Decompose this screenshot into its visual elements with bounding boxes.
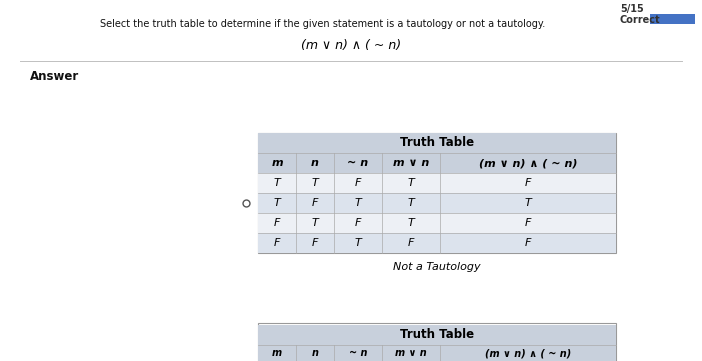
Text: T: T [312,218,319,228]
Text: T: T [524,198,531,208]
Text: m: m [272,348,282,358]
Text: Correct: Correct [620,15,661,25]
Text: F: F [355,178,362,188]
FancyBboxPatch shape [258,153,616,173]
Text: Answer: Answer [30,70,79,83]
Text: F: F [525,238,531,248]
Text: n: n [311,158,319,168]
Text: F: F [525,178,531,188]
Text: Truth Table: Truth Table [400,136,474,149]
FancyBboxPatch shape [258,133,616,253]
FancyBboxPatch shape [258,233,616,253]
Text: T: T [408,198,414,208]
Text: ~ n: ~ n [347,158,369,168]
Text: Select the truth table to determine if the given statement is a tautology or not: Select the truth table to determine if t… [100,19,545,29]
Text: T: T [274,178,280,188]
Text: F: F [312,238,318,248]
Text: T: T [274,198,280,208]
Text: Not a Tautology: Not a Tautology [393,262,481,272]
Text: m ∨ n: m ∨ n [393,158,429,168]
FancyBboxPatch shape [258,213,616,233]
Text: T: T [408,178,414,188]
FancyBboxPatch shape [258,193,616,213]
Text: Truth Table: Truth Table [400,329,474,342]
Text: m ∨ n: m ∨ n [395,348,427,358]
FancyBboxPatch shape [650,14,695,24]
Text: T: T [312,178,319,188]
Text: (m ∨ n) ∧ ( ~ n): (m ∨ n) ∧ ( ~ n) [479,158,577,168]
Text: F: F [274,238,280,248]
FancyBboxPatch shape [258,323,616,361]
FancyBboxPatch shape [258,325,616,345]
FancyBboxPatch shape [258,345,616,361]
Text: F: F [274,218,280,228]
Text: F: F [312,198,318,208]
Text: ~ n: ~ n [349,348,367,358]
FancyBboxPatch shape [258,133,616,153]
Text: (m ∨ n) ∧ ( ~ n): (m ∨ n) ∧ ( ~ n) [301,39,401,52]
Text: T: T [408,218,414,228]
Text: T: T [355,198,362,208]
Text: (m ∨ n) ∧ ( ~ n): (m ∨ n) ∧ ( ~ n) [485,348,571,358]
Text: n: n [312,348,319,358]
Text: F: F [408,238,414,248]
Text: 5/15: 5/15 [620,4,644,14]
Text: T: T [355,238,362,248]
Text: m: m [271,158,283,168]
FancyBboxPatch shape [258,173,616,193]
Text: F: F [355,218,362,228]
Text: F: F [525,218,531,228]
